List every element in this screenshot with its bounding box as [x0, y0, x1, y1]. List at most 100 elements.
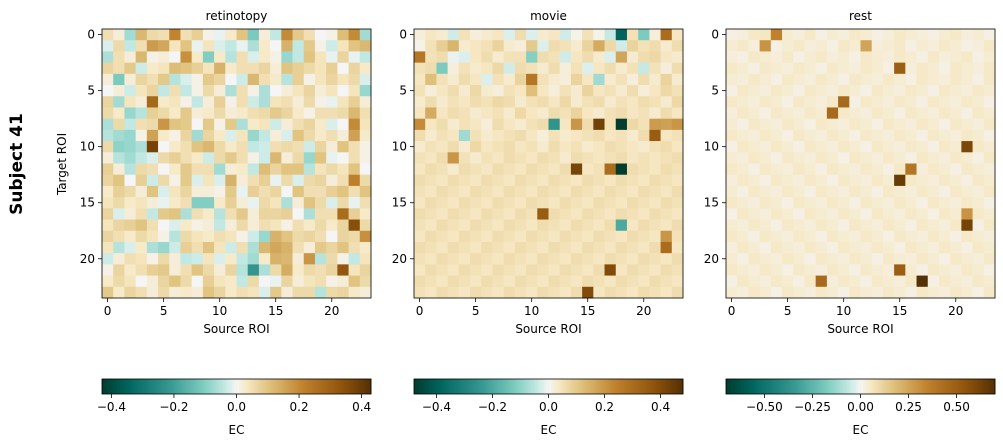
colorbar-segment: [104, 379, 107, 394]
heatmap-cell: [236, 219, 249, 232]
heatmap-cell: [860, 219, 873, 232]
heatmap-cell: [826, 29, 839, 41]
heatmap-cell: [102, 185, 114, 198]
heatmap-cell: [649, 29, 661, 41]
heatmap-cell: [905, 152, 917, 164]
heatmap-cell: [961, 264, 973, 276]
heatmap-cell: [972, 264, 985, 276]
heatmap-cell: [258, 141, 271, 153]
heatmap-cell: [593, 118, 605, 131]
heatmap-cell: [871, 253, 884, 265]
heatmap-cell: [146, 141, 159, 153]
heatmap-cell: [961, 185, 973, 198]
heatmap-cell: [860, 208, 873, 220]
heatmap-cell: [258, 185, 271, 198]
heatmap-cell: [113, 185, 125, 198]
heatmap-cell: [158, 264, 170, 276]
heatmap-cell: [102, 118, 114, 131]
heatmap-cell: [782, 241, 794, 254]
heatmap-cell: [726, 129, 738, 142]
heatmap-cell: [916, 163, 929, 176]
heatmap-cell: [425, 85, 437, 97]
heatmap-cell: [537, 152, 549, 164]
heatmap-cell: [604, 51, 617, 64]
heatmap-cell: [292, 241, 305, 254]
heatmap-cell: [481, 197, 493, 209]
heatmap-cell: [458, 73, 471, 86]
colorbar-segment: [676, 379, 679, 394]
heatmap-cell: [793, 264, 805, 276]
heatmap-cell: [492, 118, 505, 131]
panel-title-rest: rest: [849, 9, 872, 23]
heatmap-cell: [169, 197, 181, 209]
colorbar-segment: [126, 379, 130, 394]
heatmap-cell: [526, 185, 538, 198]
heatmap-cell: [348, 40, 361, 52]
heatmap-cell: [793, 96, 805, 108]
heatmap-cell: [604, 197, 617, 209]
colorbar-segment: [593, 379, 596, 394]
heatmap-cell: [548, 197, 561, 209]
heatmap-cell: [882, 286, 895, 299]
heatmap-cell: [726, 219, 738, 232]
colorbar-segment: [532, 379, 536, 394]
heatmap-cell: [916, 230, 929, 243]
heatmap-cell: [905, 129, 917, 142]
heatmap-cell: [359, 29, 372, 41]
xlabel-retinotopy: Source ROI: [203, 322, 269, 336]
heatmap-cell: [804, 185, 817, 198]
colorbar-segment: [494, 379, 498, 394]
heatmap-cell: [481, 85, 493, 97]
heatmap-cell: [759, 264, 772, 276]
heatmap-cell: [303, 253, 316, 265]
heatmap-cell: [737, 163, 749, 176]
heatmap-cell: [158, 152, 170, 164]
heatmap-cell: [124, 208, 137, 220]
colorbar-segment: [743, 379, 747, 394]
heatmap-cell: [871, 208, 884, 220]
heatmap-cell: [838, 208, 850, 220]
heatmap-cell: [225, 286, 237, 299]
heatmap-cell: [214, 141, 226, 153]
heatmap-cell: [180, 197, 193, 209]
colorbar-segment: [867, 379, 870, 394]
heatmap-cell: [737, 253, 749, 265]
heatmap-cell: [303, 40, 316, 52]
heatmap-cell: [860, 107, 873, 120]
heatmap-cell: [927, 185, 940, 198]
heatmap-cell: [414, 219, 426, 232]
heatmap-cell: [660, 219, 673, 232]
heatmap-cell: [292, 107, 305, 120]
colorbar-segment: [299, 379, 302, 394]
heatmap-cell: [649, 286, 661, 299]
heatmap-cell: [503, 141, 516, 153]
heatmap-cell: [849, 185, 861, 198]
colorbar-segment: [436, 379, 440, 394]
heatmap-cell: [326, 219, 338, 232]
heatmap-cell: [348, 96, 361, 108]
heatmap-cell: [303, 163, 316, 176]
heatmap-cell: [638, 219, 650, 232]
heatmap-cell: [270, 230, 282, 243]
heatmap-cell: [258, 96, 271, 108]
heatmap-cell: [638, 264, 650, 276]
heatmap-cell: [314, 208, 327, 220]
heatmap-cell: [470, 107, 482, 120]
heatmap-cell: [481, 152, 493, 164]
heatmap-cell: [191, 264, 204, 276]
heatmap-cell: [671, 185, 684, 198]
heatmap-cell: [270, 62, 282, 75]
colorbar-segment: [144, 379, 148, 394]
colorbar-segment: [894, 379, 897, 394]
heatmap-cell: [927, 230, 940, 243]
heatmap-cell: [503, 230, 516, 243]
colorbar-segment: [465, 379, 469, 394]
heatmap-cell: [214, 51, 226, 64]
heatmap-cell: [793, 253, 805, 265]
heatmap-cell: [559, 219, 572, 232]
heatmap-cell: [425, 241, 437, 254]
heatmap-cell: [270, 208, 282, 220]
colorbar-segment: [979, 379, 982, 394]
heatmap-cell: [759, 197, 772, 209]
colorbar-segment: [319, 379, 323, 394]
